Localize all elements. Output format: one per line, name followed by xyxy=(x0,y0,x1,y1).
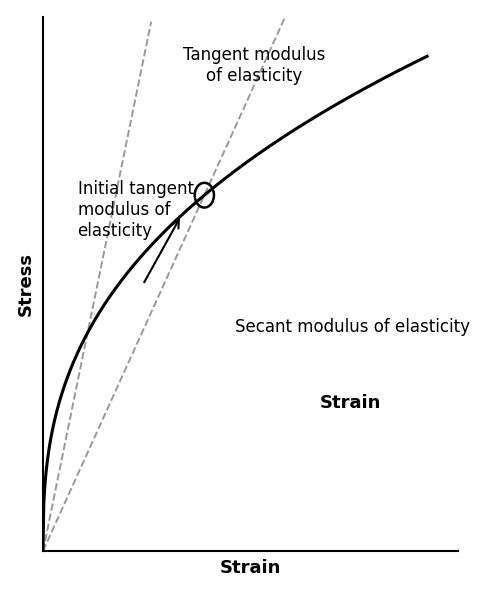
Text: Initial tangent
modulus of
elasticity: Initial tangent modulus of elasticity xyxy=(78,180,193,239)
Text: Strain: Strain xyxy=(320,394,381,412)
Y-axis label: Stress: Stress xyxy=(17,252,35,316)
Text: Tangent modulus
of elasticity: Tangent modulus of elasticity xyxy=(183,46,326,85)
Text: Secant modulus of elasticity: Secant modulus of elasticity xyxy=(235,318,470,336)
X-axis label: Strain: Strain xyxy=(220,560,281,577)
